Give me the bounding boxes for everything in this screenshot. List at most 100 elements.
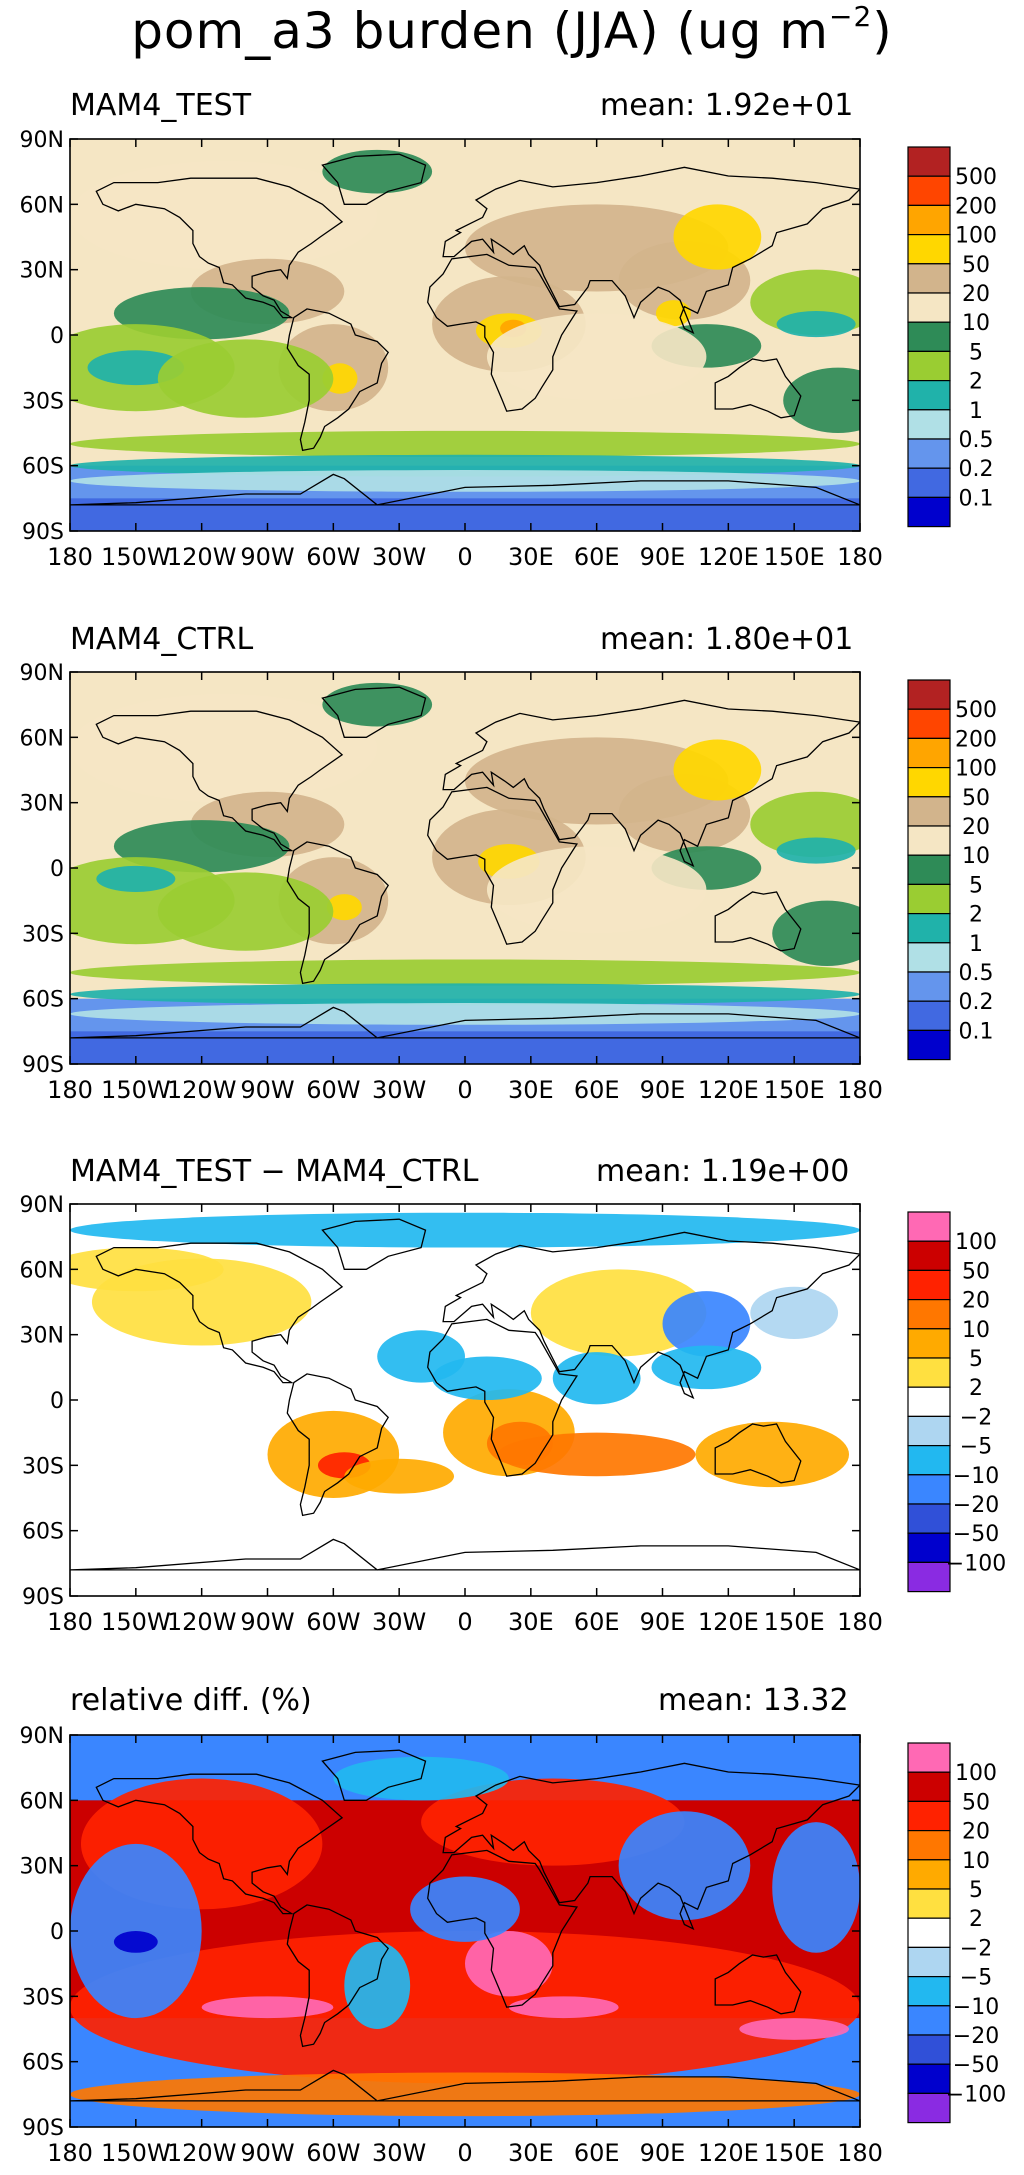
colorbar-label: 50	[962, 1259, 990, 1284]
colorbar-label: 5	[969, 873, 983, 898]
colorbar-swatch	[907, 2063, 951, 2094]
colorbar-label: −10	[953, 1464, 999, 1489]
colorbar-swatch	[907, 409, 951, 440]
colorbar-swatch	[907, 796, 951, 827]
field-contour	[113, 1931, 158, 1953]
colorbar-swatch	[907, 1444, 951, 1476]
x-tick-label: 0	[457, 543, 472, 571]
y-tick-label: 60S	[22, 1520, 64, 1545]
panel-3-mean: mean: 1.19e+00	[596, 1154, 850, 1189]
x-tick-label: 30E	[508, 2139, 554, 2167]
field-contour	[96, 865, 176, 892]
y-tick-label: 90S	[22, 2116, 64, 2141]
colorbar-swatch	[907, 1771, 951, 1802]
colorbar-label: −20	[953, 1493, 999, 1518]
coastline	[321, 686, 427, 738]
colorbar-swatch	[907, 321, 951, 353]
field-contour	[772, 900, 860, 966]
colorbar-swatch	[907, 912, 951, 944]
colorbar: 500 200 100 50 20 10 5 2 1 0.5 0.2 0.1	[907, 679, 997, 1061]
x-tick-label: 120W	[167, 1608, 237, 1636]
x-tick-label: 90W	[240, 543, 294, 571]
y-tick-label: 90S	[22, 1053, 64, 1078]
field-contour	[70, 454, 860, 477]
y-tick-label: 90N	[20, 661, 64, 686]
x-tick-label: 0	[457, 2139, 472, 2167]
field-contour	[344, 1458, 455, 1494]
field-contour	[70, 693, 378, 803]
colorbar-label: 50	[962, 253, 990, 278]
x-tick-label: 60W	[306, 1608, 360, 1636]
y-tick-label: 30N	[20, 792, 64, 817]
colorbar-label: 0.2	[959, 457, 994, 482]
colorbar-swatch	[907, 1561, 951, 1593]
colorbar-swatch	[907, 854, 951, 886]
x-tick-label: 0	[457, 1076, 472, 1104]
x-tick-label: 30W	[372, 1076, 426, 1104]
x-tick-label: 180	[47, 1076, 93, 1104]
colorbar-swatch	[907, 1742, 951, 1773]
coastline	[427, 253, 579, 412]
coastline	[714, 1954, 802, 2015]
panel-4-mean: mean: 13.32	[658, 1683, 849, 1718]
colorbar-label: 20	[962, 1289, 990, 1314]
panel-3-title: MAM4_TEST − MAM4_CTRL	[70, 1154, 479, 1189]
colorbar-swatch	[907, 292, 951, 323]
y-tick-label: 60S	[22, 2051, 64, 2076]
colorbar-swatch	[907, 1800, 951, 1832]
colorbar-label: 0.2	[959, 990, 994, 1015]
colorbar-label: 0.1	[959, 1019, 994, 1044]
colorbar-swatch	[907, 146, 951, 177]
field-contour	[70, 1247, 224, 1292]
colorbar-swatch	[907, 825, 951, 856]
field-contour	[70, 1931, 860, 2084]
figure-title-exponent: −2	[829, 0, 873, 34]
x-tick-label: 180	[47, 543, 93, 571]
y-tick-label: 0	[50, 857, 64, 882]
panel-2-title: MAM4_CTRL	[70, 622, 254, 657]
x-tick-label: 30W	[372, 1608, 426, 1636]
y-tick-label: 90N	[20, 1193, 64, 1218]
colorbar-label: −50	[953, 2053, 999, 2078]
field-contour	[326, 894, 362, 921]
colorbar-label: −5	[960, 1435, 992, 1460]
field-contour	[465, 1931, 553, 1997]
x-tick-label: 180	[837, 1608, 883, 1636]
coastline	[70, 473, 860, 506]
y-tick-label: 60S	[22, 988, 64, 1013]
y-tick-label: 60S	[22, 455, 64, 480]
colorbar-swatch	[907, 496, 951, 528]
field-contour	[322, 682, 433, 727]
x-tick-label: 150E	[764, 1076, 825, 1104]
x-tick-label: 90E	[640, 1076, 686, 1104]
x-tick-label: 90E	[640, 1608, 686, 1636]
coastline	[321, 1749, 427, 1801]
y-tick-label: 60N	[20, 1258, 64, 1283]
x-tick-label: 90W	[240, 1608, 294, 1636]
coastline	[427, 1849, 579, 2008]
coastline	[442, 166, 860, 335]
panel-1-mean: mean: 1.92e+01	[600, 88, 854, 123]
coastline	[286, 308, 390, 452]
field-contour	[70, 1003, 860, 1025]
field-contour	[651, 1345, 762, 1390]
field-contour	[322, 149, 433, 194]
colorbar-label: 2	[969, 1907, 983, 1932]
x-tick-label: 120W	[167, 543, 237, 571]
colorbar-label: 10	[962, 1849, 990, 1874]
colorbar-label: 50	[962, 786, 990, 811]
colorbar-label: 10	[962, 311, 990, 336]
field-contour	[70, 983, 860, 1006]
coastline	[714, 1423, 802, 1484]
colorbar-swatch	[907, 942, 951, 973]
colorbar: 100 50 20 10 5 2 −2 −5 −10 −20 −50 −100	[907, 1211, 1006, 1593]
coastline	[95, 177, 344, 319]
field-contour	[783, 367, 860, 433]
x-tick-label: 150W	[101, 1608, 171, 1636]
x-tick-label: 120E	[698, 2139, 759, 2167]
colorbar-label: 10	[962, 1318, 990, 1343]
coastline	[286, 1373, 390, 1517]
colorbar-swatch	[907, 1000, 951, 1032]
